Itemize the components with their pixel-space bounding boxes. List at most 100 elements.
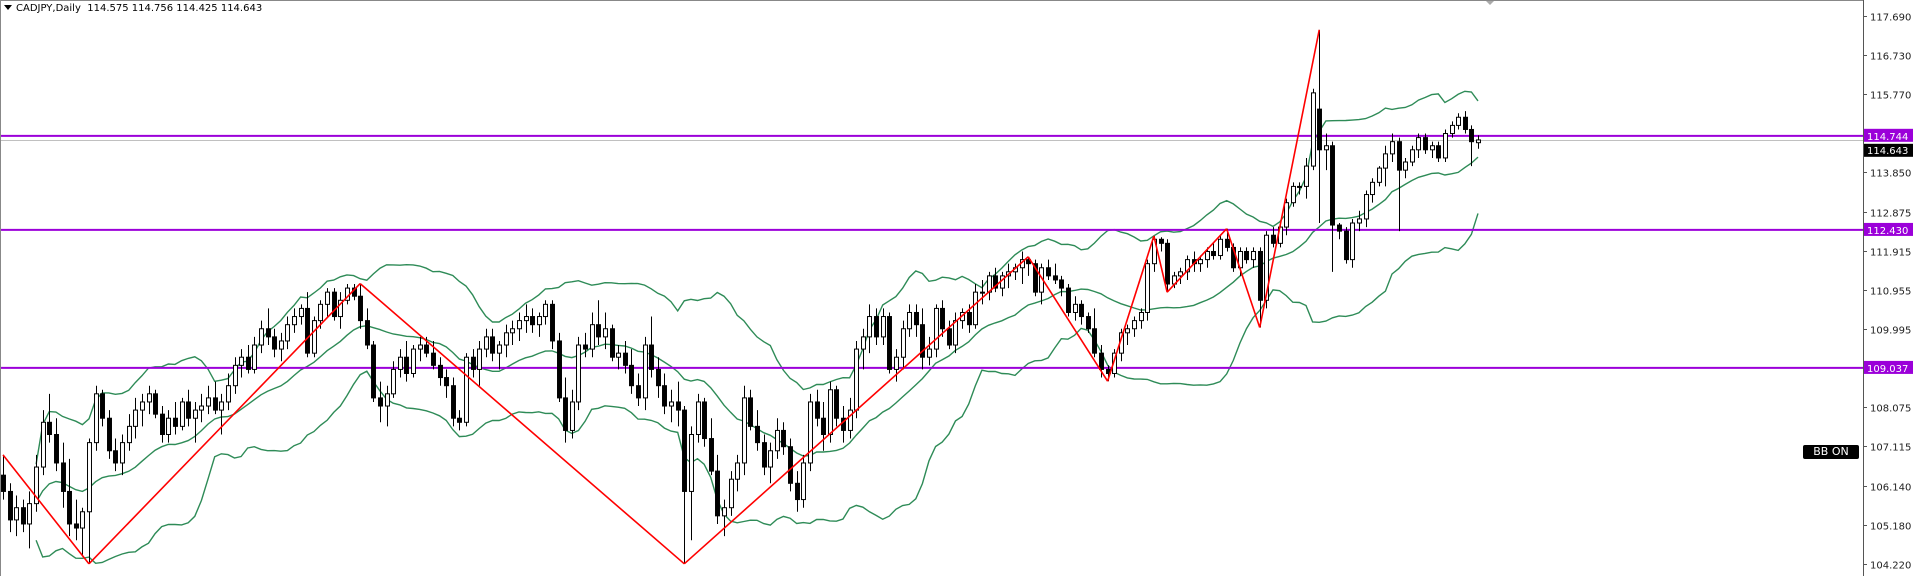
bull-candle <box>1297 185 1302 188</box>
bull-candle <box>801 462 806 501</box>
bull-candle <box>907 311 912 330</box>
bear-candle <box>173 417 178 427</box>
bull-candle <box>537 316 542 326</box>
bear-candle <box>1066 287 1071 313</box>
bear-candle <box>1 474 6 492</box>
bull-candle <box>689 433 694 492</box>
bull-candle <box>233 364 238 387</box>
bull-candle <box>934 307 939 350</box>
bull-candle <box>206 397 211 407</box>
bear-candle <box>1092 328 1097 354</box>
bb-toggle-button[interactable]: BB ON <box>1803 445 1859 459</box>
bear-candle <box>1225 238 1230 248</box>
zigzag-segment <box>1153 235 1168 293</box>
bull-candle <box>1291 185 1296 204</box>
bear-candle <box>451 385 456 419</box>
bear-candle <box>1271 234 1276 244</box>
bull-candle <box>1476 139 1481 144</box>
bull-candle <box>1324 145 1329 151</box>
bear-candle <box>914 311 919 326</box>
level-price-tag <box>1864 222 1913 236</box>
bear-candle <box>1244 250 1249 261</box>
bear-candle <box>1469 128 1474 143</box>
bull-candle <box>193 409 198 419</box>
bull-candle <box>1430 145 1435 151</box>
bear-candle <box>815 401 820 419</box>
bull-candle <box>385 393 390 407</box>
bull-candle <box>94 393 99 444</box>
bull-candle <box>848 409 853 431</box>
bull-candle <box>1410 149 1415 163</box>
bull-candle <box>669 401 674 407</box>
bull-candle <box>285 324 290 342</box>
axis-tick-label: 106.140 <box>1870 483 1911 494</box>
bull-candle <box>299 307 304 318</box>
bull-candle <box>1370 181 1375 196</box>
bull-candle <box>1304 165 1309 187</box>
axis-tick-label: 108.075 <box>1870 404 1911 415</box>
bull-candle <box>41 421 46 468</box>
bull-candle <box>1145 263 1150 313</box>
bear-candle <box>629 364 634 387</box>
bear-candle <box>1211 250 1216 257</box>
zigzag-segment <box>1106 235 1155 382</box>
bear-candle <box>431 352 436 366</box>
bull-candle <box>226 385 231 403</box>
bull-candle <box>861 336 866 350</box>
bear-candle <box>709 438 714 472</box>
bear-candle <box>213 397 218 411</box>
bear-candle <box>186 401 191 419</box>
bull-candle <box>894 356 899 370</box>
bear-candle <box>781 429 786 448</box>
bull-candle <box>1218 238 1223 257</box>
bull-candle <box>1416 137 1421 151</box>
bull-candle <box>318 303 323 322</box>
bear-candle <box>636 385 641 399</box>
bear-candle <box>550 303 555 342</box>
axis-tick-label: 110.955 <box>1870 287 1911 298</box>
bid-price-tag <box>1864 143 1913 157</box>
bull-candle <box>1264 234 1269 301</box>
bull-candle <box>570 401 575 431</box>
bear-candle <box>656 368 661 387</box>
bull-candle <box>735 462 740 480</box>
bull-candle <box>775 429 780 452</box>
bull-candle <box>616 352 621 358</box>
axis-tick-label: 113.850 <box>1870 169 1911 180</box>
bull-candle <box>1450 124 1455 135</box>
bear-candle <box>1079 303 1084 318</box>
bear-candle <box>21 507 26 525</box>
level-price-tag <box>1864 128 1913 142</box>
bear-candle <box>153 393 158 415</box>
bull-candle <box>1390 141 1395 155</box>
bull-candle <box>180 401 185 427</box>
level-price-label: 109.037 <box>1867 364 1908 375</box>
bear-candle <box>444 377 449 387</box>
bull-candle <box>1251 250 1256 261</box>
bull-candle <box>166 417 171 435</box>
axis-tick-label: 115.770 <box>1870 91 1911 102</box>
bull-candle <box>1311 92 1316 167</box>
bull-candle <box>484 336 489 350</box>
bull-candle <box>927 348 932 358</box>
bear-candle <box>1397 141 1402 171</box>
zigzag-segment <box>1225 228 1261 328</box>
bull-candle <box>199 405 204 411</box>
bull-candle <box>325 291 330 305</box>
bear-candle <box>947 328 952 346</box>
bull-candle <box>1284 202 1289 228</box>
bear-candle <box>272 336 277 350</box>
zigzag-segment <box>88 283 361 565</box>
collapse-triangle-icon[interactable] <box>4 5 12 10</box>
bull-candle <box>504 332 509 346</box>
bull-candle <box>603 328 608 338</box>
zigzag-segment <box>1027 256 1109 382</box>
bear-candle <box>755 425 760 444</box>
bull-candle <box>133 409 138 427</box>
bear-candle <box>471 356 476 370</box>
bull-candle <box>722 507 727 517</box>
bear-candle <box>100 393 105 419</box>
bull-candle <box>768 450 773 468</box>
bear-candle <box>1165 242 1170 285</box>
